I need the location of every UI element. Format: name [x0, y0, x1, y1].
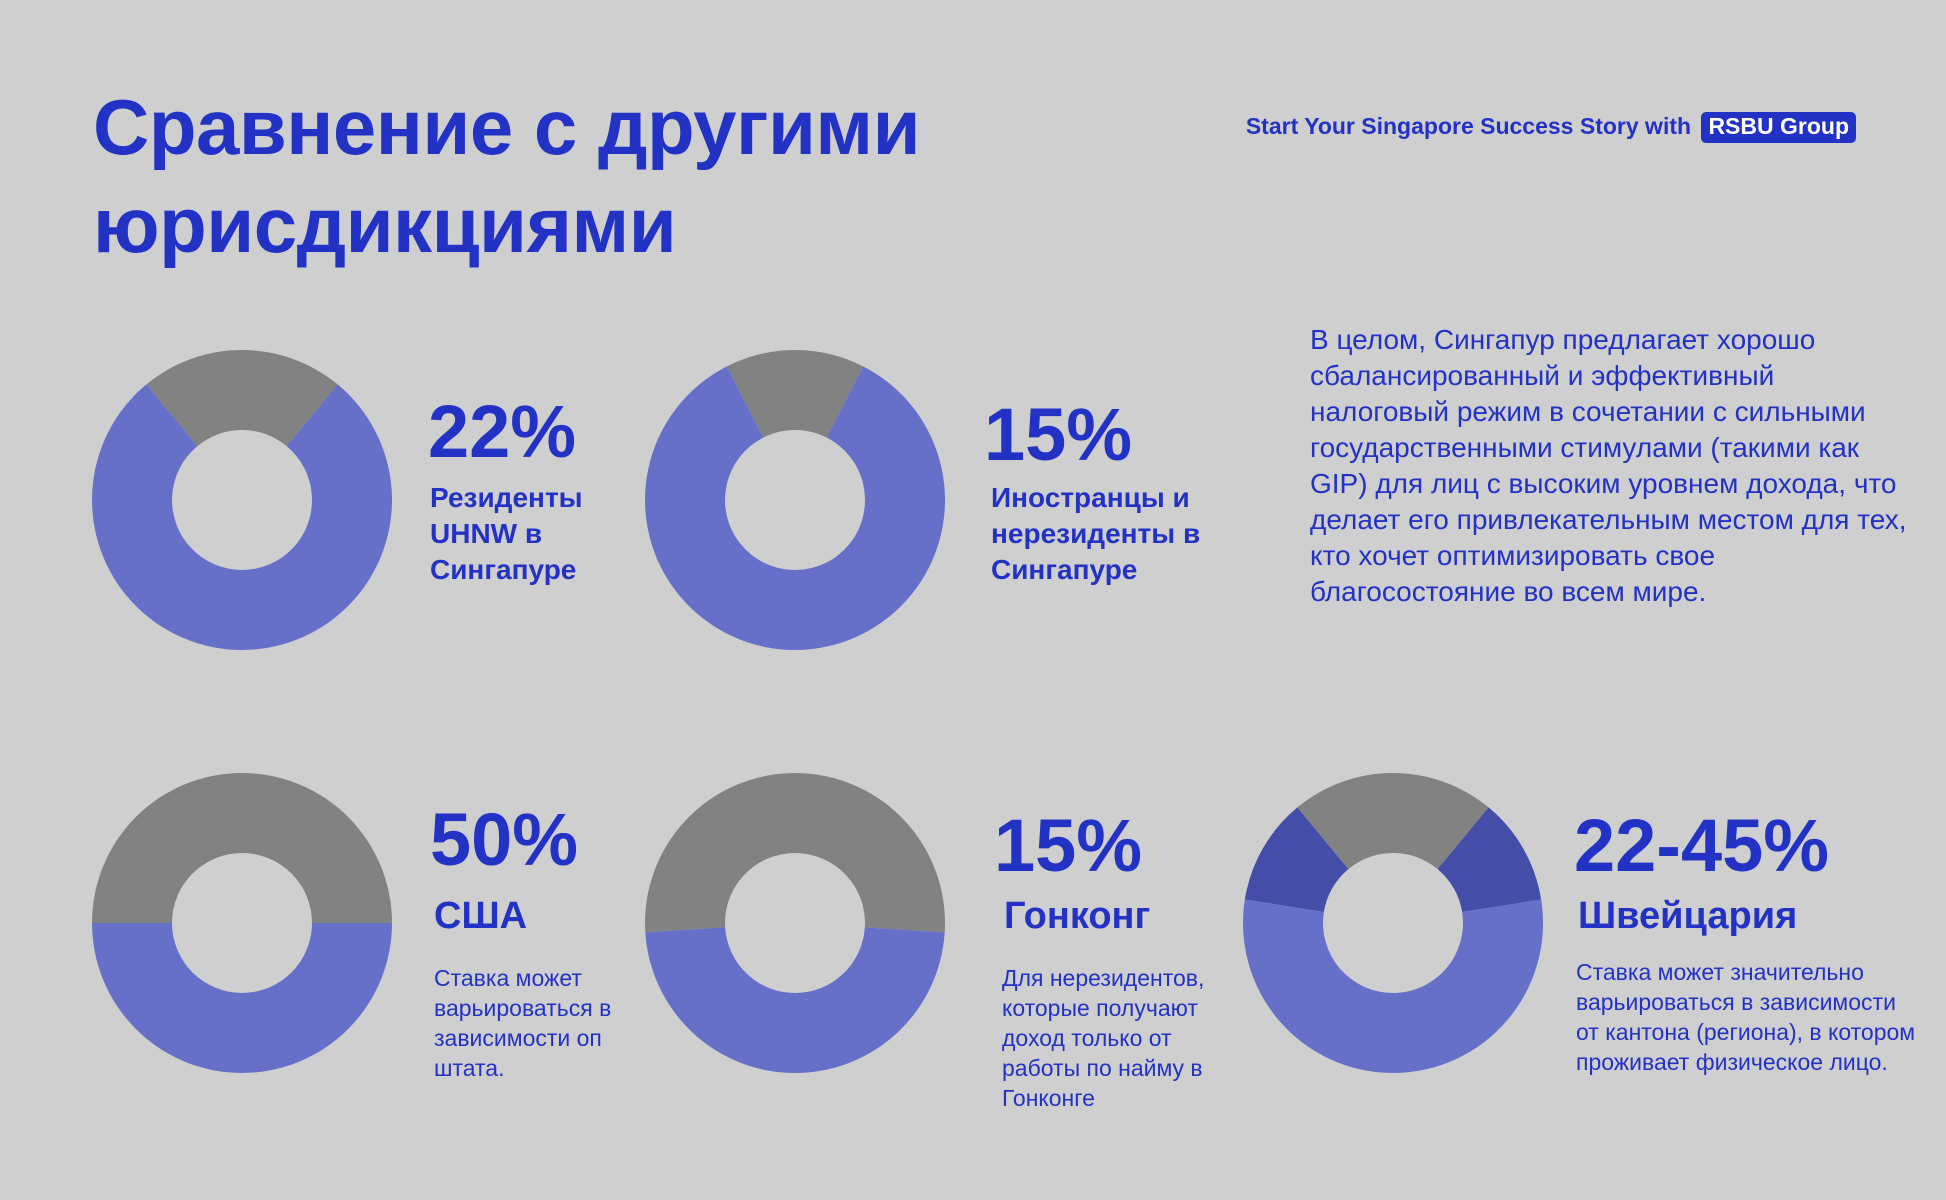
rate-value-sg-uhnw: 22% — [428, 390, 577, 473]
donut-chart-sg-uhnw — [92, 350, 392, 650]
note-usa: Ставка может варьироваться в зависимости… — [434, 965, 612, 1081]
donut-slice-hong-kong-1 — [645, 927, 945, 1073]
label-sg-foreign: Иностранцы и нерезиденты в Сингапуре — [991, 482, 1201, 585]
donut-slice-switzerland-3 — [1243, 899, 1543, 1073]
summary-text: В целом, Сингапур предлагает хорошо сбал… — [1310, 324, 1907, 607]
page-title: Сравнение с другими юрисдикциями — [93, 83, 921, 269]
donut-slice-hong-kong-0 — [645, 773, 945, 933]
donut-slice-sg-uhnw-1 — [92, 384, 392, 650]
donut-slice-usa-1 — [92, 923, 392, 1073]
donut-chart-usa — [92, 773, 392, 1073]
note-hong-kong: Для нерезидентов, которые получают доход… — [1002, 965, 1205, 1111]
rate-value-hong-kong: 15% — [994, 804, 1143, 887]
donut-slice-switzerland-2 — [1437, 807, 1542, 913]
donut-slice-switzerland-1 — [1297, 773, 1489, 870]
donut-chart-sg-foreign — [645, 350, 945, 650]
rate-value-sg-foreign: 15% — [984, 393, 1133, 476]
rate-value-switzerland: 22-45% — [1574, 804, 1830, 887]
donut-chart-hong-kong — [645, 773, 945, 1073]
note-switzerland: Ставка может значительно варьироваться в… — [1576, 959, 1916, 1075]
label-hong-kong: Гонконг — [1004, 895, 1151, 937]
donut-slice-sg-uhnw-0 — [146, 350, 338, 447]
donut-chart-switzerland — [1243, 773, 1543, 1073]
donut-slice-usa-0 — [92, 773, 392, 923]
brand-badge: RSBU Group — [1701, 112, 1856, 143]
tagline: Start Your Singapore Success Story with … — [1180, 112, 1856, 143]
donut-slice-sg-foreign-1 — [645, 366, 945, 650]
donut-slice-switzerland-0 — [1244, 807, 1349, 913]
label-sg-uhnw: Резиденты UHNW в Сингапуре — [430, 482, 583, 585]
rate-value-usa: 50% — [430, 798, 579, 881]
tagline-text: Start Your Singapore Success Story with — [1245, 113, 1692, 139]
donut-slice-sg-foreign-0 — [726, 350, 864, 438]
label-switzerland: Швейцария — [1578, 895, 1798, 937]
label-usa: США — [434, 895, 528, 937]
